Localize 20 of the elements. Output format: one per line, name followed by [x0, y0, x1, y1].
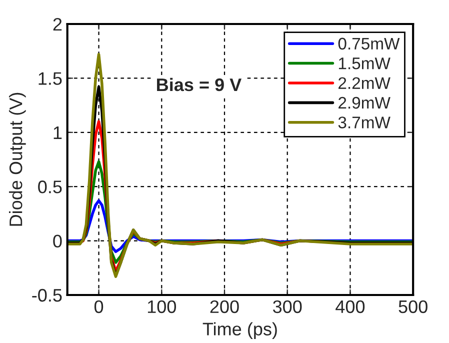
legend-label: 3.7mW	[338, 116, 390, 128]
x-tick-label: 0	[94, 300, 104, 314]
y-tick-label: 1.5	[38, 72, 62, 85]
legend-label: 2.2mW	[338, 77, 390, 89]
legend-label: 1.5mW	[338, 58, 390, 70]
x-axis-title: Time (ps)	[202, 322, 277, 340]
legend-label: 0.75mW	[338, 38, 400, 50]
y-tick-label: 0	[53, 234, 62, 248]
legend-label: 2.9mW	[338, 96, 390, 109]
annotation: Bias = 9 V	[157, 78, 242, 92]
y-axis-title: Diode Output (V)	[8, 92, 26, 226]
y-tick-label: -0.5	[32, 288, 62, 302]
y-tick-label: 2	[53, 18, 62, 31]
x-tick-label: 200	[210, 300, 239, 314]
x-tick-label: 300	[272, 300, 302, 314]
x-tick-label: 400	[336, 300, 365, 314]
x-tick-label: 500	[398, 300, 428, 314]
x-tick-label: 100	[148, 300, 176, 314]
y-tick-label: 0.5	[38, 180, 62, 194]
y-tick-label: 1	[54, 126, 62, 139]
